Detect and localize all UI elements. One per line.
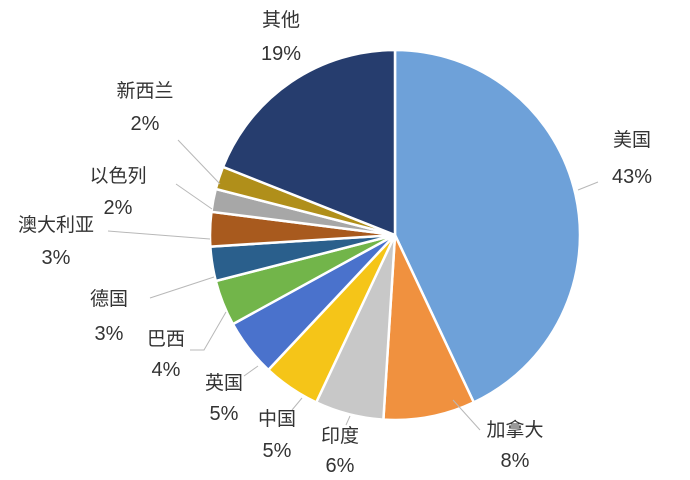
leader-line-1 bbox=[452, 399, 481, 431]
slice-label-9: 新西兰 bbox=[116, 80, 173, 102]
pie-slices bbox=[208, 48, 582, 422]
leader-line-5 bbox=[190, 311, 227, 351]
slice-value-label-9: 2% bbox=[131, 113, 160, 135]
slice-value-label-6: 3% bbox=[95, 323, 124, 345]
leader-lines bbox=[107, 139, 599, 431]
leader-line-2 bbox=[345, 415, 351, 426]
slice-labels: 美国 43% 加拿大 8% 印度 6% 中国 5% 英国 5% 巴西 4% 德国 3% 澳大利亚 3% 以色列 2… bbox=[18, 9, 652, 477]
slice-value-label-1: 8% bbox=[501, 450, 530, 472]
pie-slice-0 bbox=[393, 48, 582, 405]
slice-label-10: 其他 bbox=[262, 9, 300, 31]
slice-value-label-8: 2% bbox=[104, 197, 133, 219]
leader-line-7 bbox=[107, 230, 211, 240]
leader-line-3 bbox=[291, 397, 303, 411]
slice-value-label-2: 6% bbox=[326, 455, 355, 477]
slice-label-4: 英国 bbox=[205, 372, 243, 394]
leader-line-0 bbox=[577, 181, 599, 191]
slice-value-label-3: 5% bbox=[263, 440, 292, 462]
slice-label-5: 巴西 bbox=[147, 328, 185, 350]
pie-slice-1 bbox=[382, 234, 476, 422]
slice-label-7: 澳大利亚 bbox=[18, 214, 94, 236]
slice-label-6: 德国 bbox=[90, 288, 128, 310]
slice-value-label-0: 43% bbox=[612, 166, 652, 188]
slice-label-1: 加拿大 bbox=[486, 418, 543, 441]
slice-value-label-4: 5% bbox=[210, 403, 239, 425]
slice-label-8: 以色列 bbox=[89, 165, 146, 187]
leader-line-8 bbox=[175, 183, 213, 210]
leader-line-4 bbox=[243, 365, 259, 377]
leader-line-6 bbox=[149, 276, 215, 299]
pie-slice-10 bbox=[221, 48, 397, 237]
slice-label-3: 中国 bbox=[258, 408, 296, 430]
slice-label-0: 美国 bbox=[613, 129, 651, 151]
slice-value-label-7: 3% bbox=[42, 247, 71, 269]
slice-label-2: 印度 bbox=[321, 425, 359, 447]
leader-line-9 bbox=[177, 139, 221, 185]
slice-value-label-5: 4% bbox=[152, 359, 181, 381]
slice-value-label-10: 19% bbox=[261, 43, 301, 65]
